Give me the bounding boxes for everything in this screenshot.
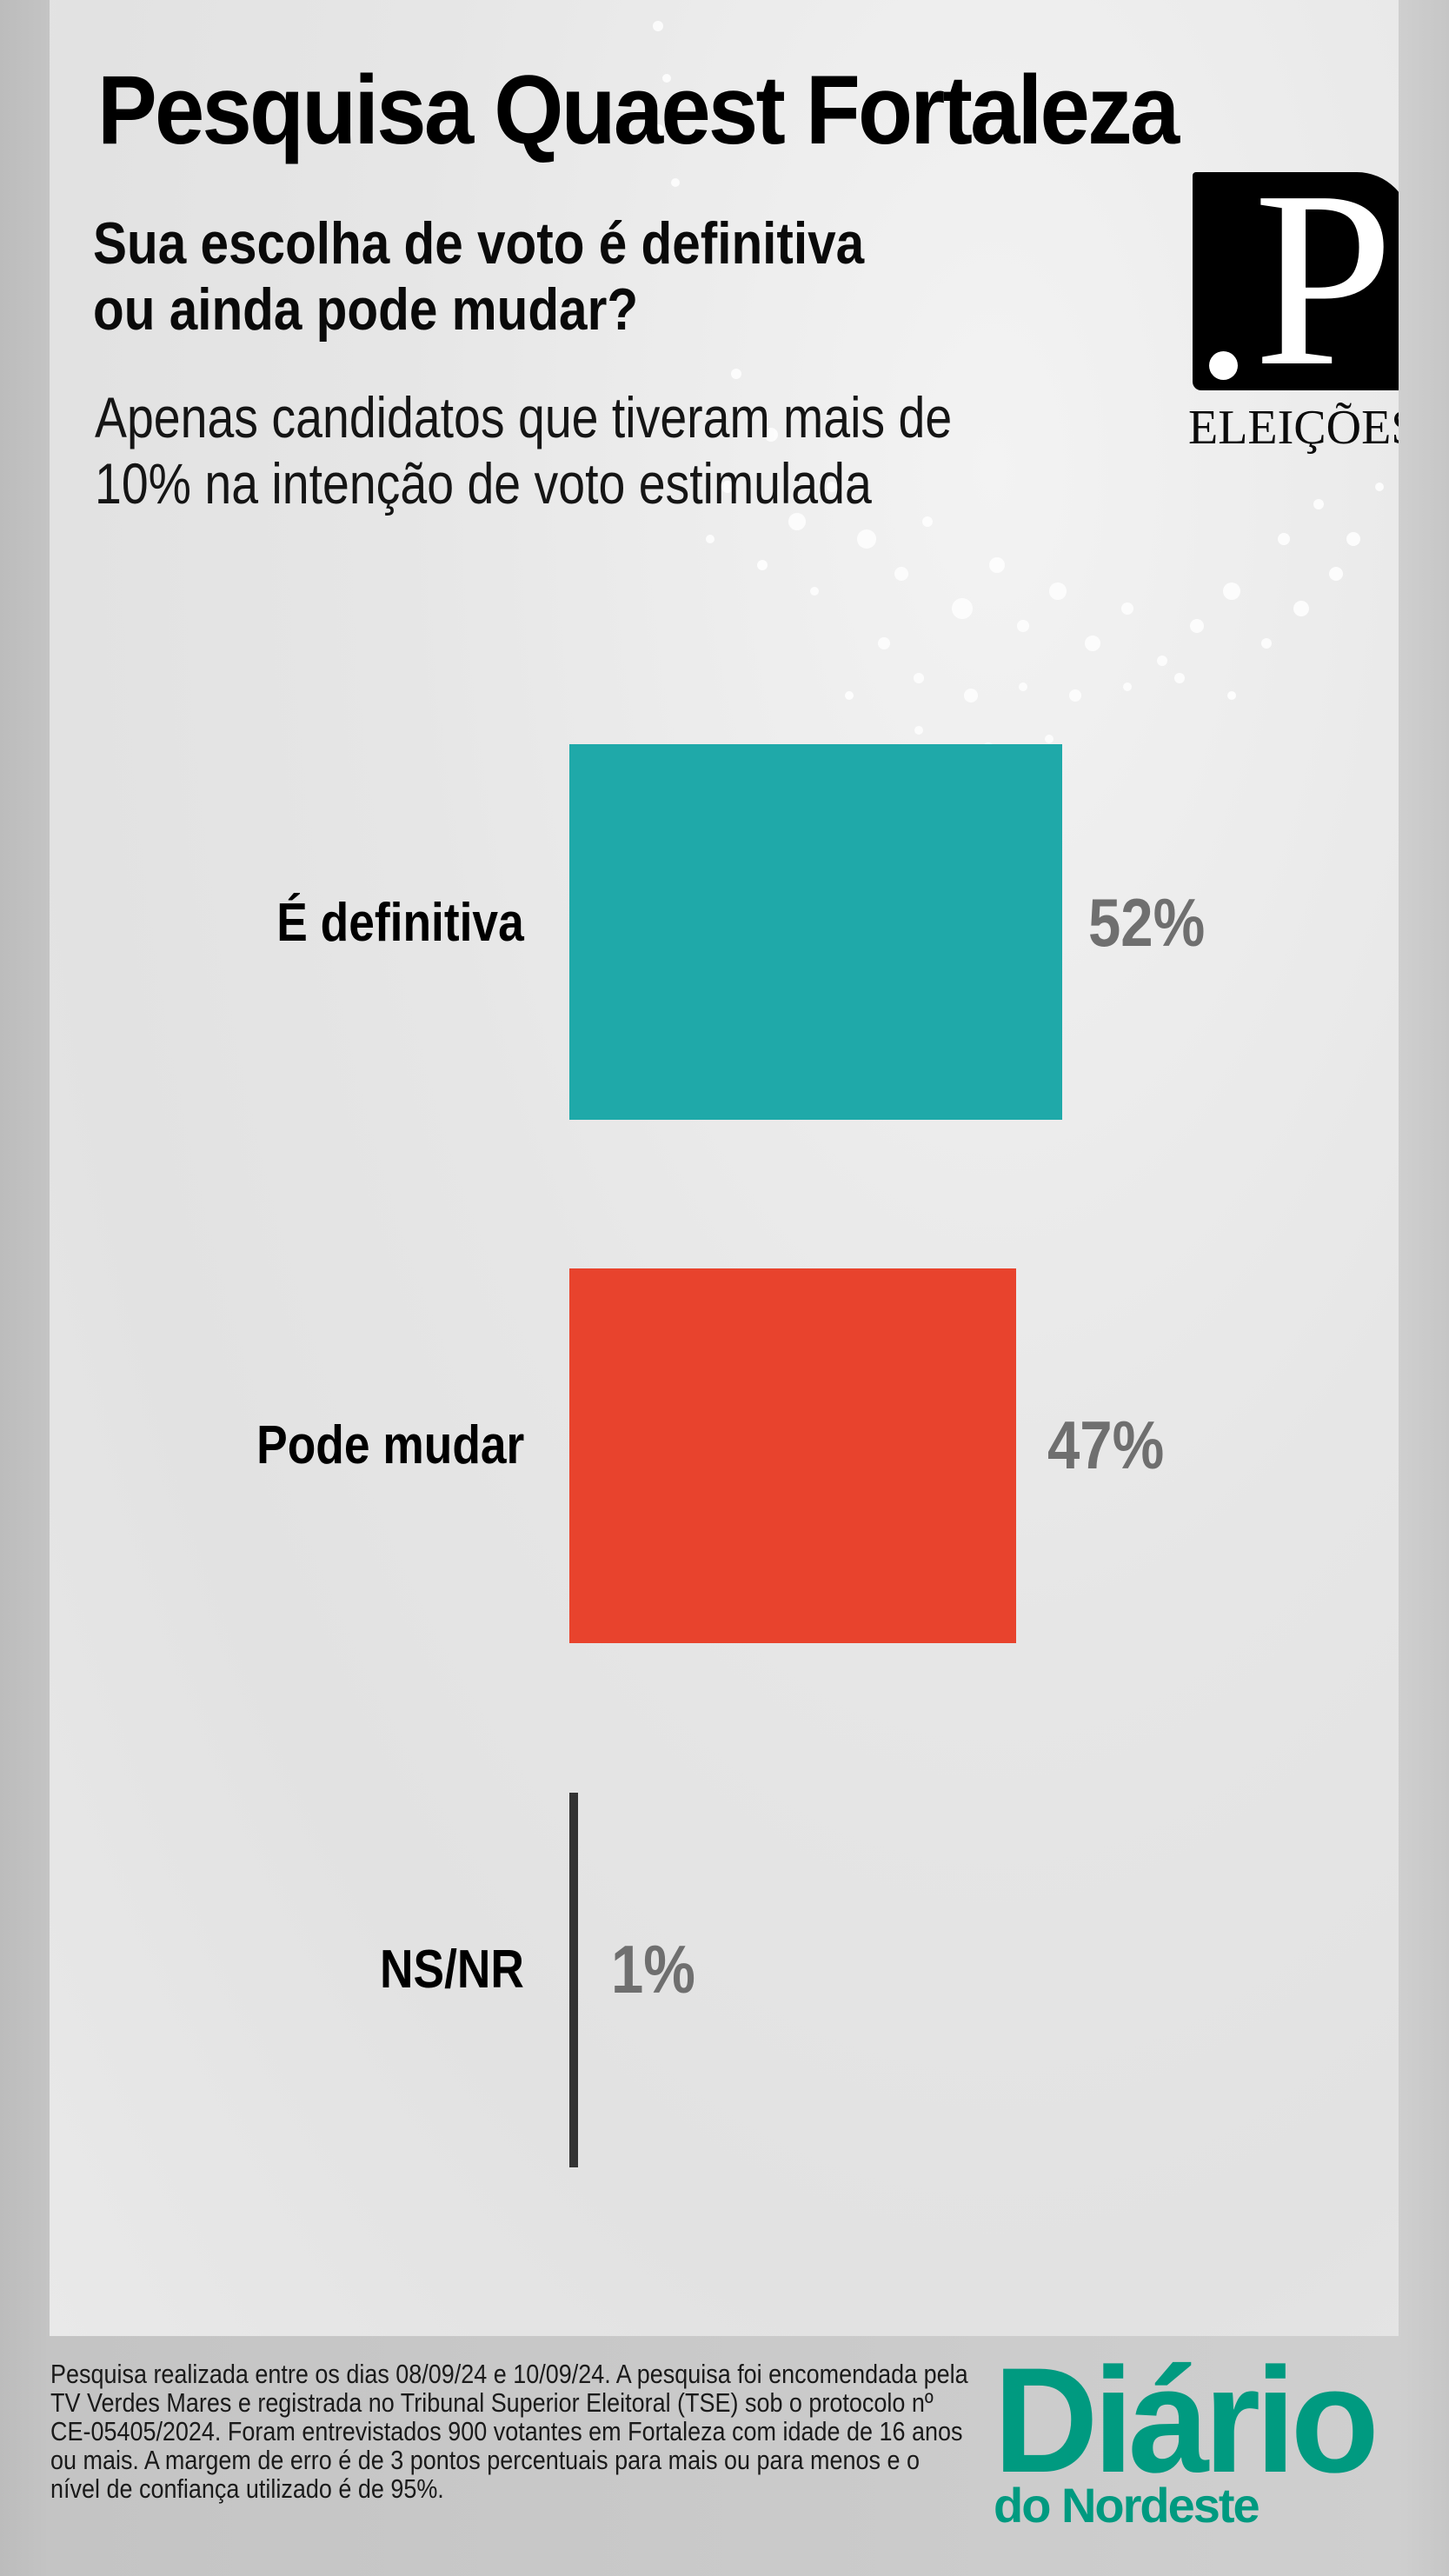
diario-do-nordeste-logo: Diário do Nordeste bbox=[994, 2337, 1386, 2533]
bar-row-nsnr: NS/NR 1% bbox=[50, 1793, 1399, 2167]
page-title: Pesquisa Quaest Fortaleza bbox=[97, 56, 1180, 164]
infographic-panel: Pesquisa Quaest Fortaleza Sua escolha de… bbox=[50, 0, 1399, 2336]
question-line-2: ou ainda pode mudar? bbox=[93, 276, 639, 343]
bar-row-definitiva: É definitiva 52% bbox=[50, 744, 1399, 1120]
brand-main: Diário bbox=[994, 2337, 1379, 2504]
note-line-2: 10% na intenção de voto estimulada bbox=[95, 451, 872, 516]
bar-label: Pode mudar bbox=[256, 1415, 524, 1475]
logo-dot-icon bbox=[1209, 351, 1238, 380]
brand-sub: do Nordeste bbox=[994, 2478, 1260, 2533]
question-line-1: Sua escolha de voto é definitiva bbox=[93, 210, 865, 276]
chart-question: Sua escolha de voto é definitiva ou aind… bbox=[93, 210, 864, 343]
bar-value: 52% bbox=[1088, 884, 1206, 961]
logo-caption: ELEIÇÕES bbox=[1188, 401, 1399, 455]
bar-value: 47% bbox=[1047, 1407, 1165, 1483]
bar-nsnr bbox=[569, 1793, 578, 2167]
bar-row-pode-mudar: Pode mudar 47% bbox=[50, 1268, 1399, 1643]
methodology-note: Pesquisa realizada entre os dias 08/09/2… bbox=[50, 2359, 968, 2504]
note-line-1: Apenas candidatos que tiveram mais de bbox=[95, 385, 953, 449]
bar-label: NS/NR bbox=[380, 1940, 524, 2000]
bar-label: É definitiva bbox=[276, 893, 524, 953]
logo-letter: P bbox=[1253, 139, 1394, 418]
bar-definitiva bbox=[569, 744, 1062, 1120]
footer: Pesquisa realizada entre os dias 08/09/2… bbox=[0, 2336, 1449, 2576]
bar-pode-mudar bbox=[569, 1268, 1016, 1643]
chart-note: Apenas candidatos que tiveram mais de 10… bbox=[95, 384, 952, 516]
bar-value: 1% bbox=[611, 1931, 695, 2007]
eleicoes-logo: P bbox=[1193, 153, 1399, 405]
